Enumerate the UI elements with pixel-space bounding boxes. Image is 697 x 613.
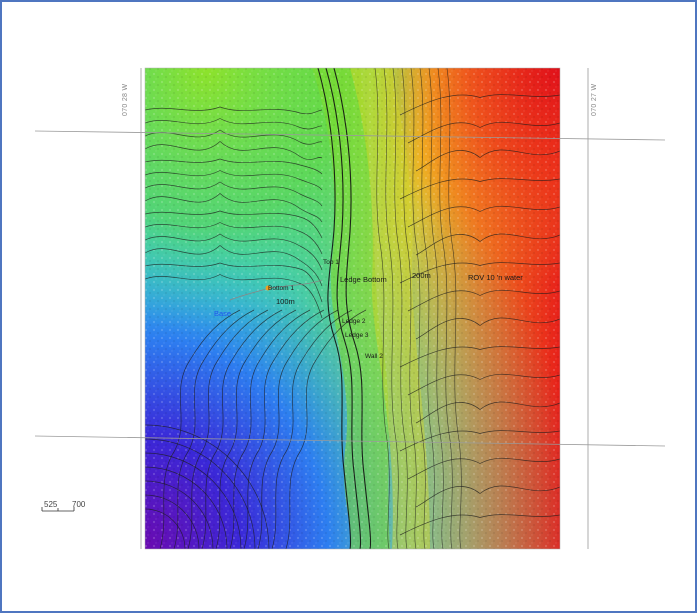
scale-start-label: 525 bbox=[44, 500, 58, 509]
label-rov: ROV 10 'n water bbox=[468, 273, 523, 282]
label-wall-2: Wall 2 bbox=[365, 353, 383, 360]
label-base: Base bbox=[214, 309, 232, 318]
grid-label-right: 070 27 W bbox=[591, 83, 598, 116]
label-ledge-bottom: Ledge Bottom bbox=[340, 275, 387, 284]
grid-label-left: 070 28 W bbox=[122, 83, 129, 116]
scale-bar bbox=[41, 507, 75, 512]
label-100m: 100m bbox=[276, 297, 295, 306]
scale-end-label: 700 bbox=[72, 500, 86, 509]
label-ledge-3: Ledge 3 bbox=[345, 332, 369, 339]
graticule-lines bbox=[34, 68, 666, 549]
label-bottom-1: Bottom 1 bbox=[268, 285, 295, 292]
label-top: Top 1 bbox=[323, 259, 339, 266]
label-200m: 200m bbox=[412, 271, 431, 280]
label-ledge-2: Ledge 2 bbox=[342, 318, 366, 325]
